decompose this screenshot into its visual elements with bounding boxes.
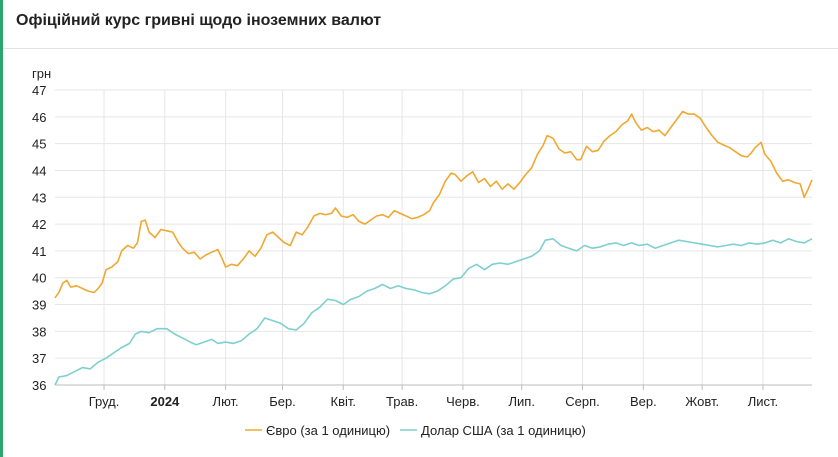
x-axis: Груд. 2024 Лют. Бер. Квіт. Трав. Черв. Лип. Серп…: [89, 385, 778, 409]
y-tick-label: 40: [32, 271, 46, 286]
x-tick-label: Лип.: [509, 394, 535, 409]
legend-usd-label[interactable]: Долар США (за 1 одиницю): [421, 423, 586, 438]
y-tick-label: 46: [32, 110, 46, 125]
x-tick-label: Квіт.: [331, 394, 357, 409]
x-tick-label: Трав.: [386, 394, 418, 409]
euro-series-line: [54, 110, 813, 299]
legend[interactable]: Євро (за 1 одиницю) Долар США (за 1 один…: [245, 423, 586, 438]
y-tick-label: 37: [32, 351, 46, 366]
x-tick-label: Вер.: [630, 394, 657, 409]
y-tick-label: 36: [32, 378, 46, 393]
title-bar: Офіційний курс гривні щодо іноземних вал…: [3, 0, 838, 49]
x-tick-label: 2024: [150, 394, 180, 409]
x-tick-label: Серп.: [565, 394, 600, 409]
y-tick-label: 43: [32, 190, 46, 205]
y-axis: 36 37 38 39 40 41 42 43 44 45 46 47: [32, 83, 46, 393]
y-tick-label: 42: [32, 217, 46, 232]
legend-euro-label[interactable]: Євро (за 1 одиницю): [266, 423, 390, 438]
x-tick-label: Жовт.: [685, 394, 719, 409]
y-tick-label: 41: [32, 244, 46, 259]
y-axis-label: грн: [32, 66, 51, 81]
x-tick-label: Черв.: [446, 394, 480, 409]
y-tick-label: 38: [32, 324, 46, 339]
x-tick-label: Лист.: [748, 394, 778, 409]
x-tick-label: Лют.: [213, 394, 239, 409]
x-tick-label: Бер.: [269, 394, 296, 409]
chart-grid: [55, 89, 812, 386]
usd-series-line: [54, 238, 813, 386]
y-tick-label: 39: [32, 298, 46, 313]
y-tick-label: 47: [32, 83, 46, 98]
y-tick-label: 45: [32, 137, 46, 152]
x-tick-label: Груд.: [89, 394, 120, 409]
chart-series: [54, 110, 813, 386]
y-tick-label: 44: [32, 163, 46, 178]
page-title: Офіційний курс гривні щодо іноземних вал…: [16, 12, 382, 29]
